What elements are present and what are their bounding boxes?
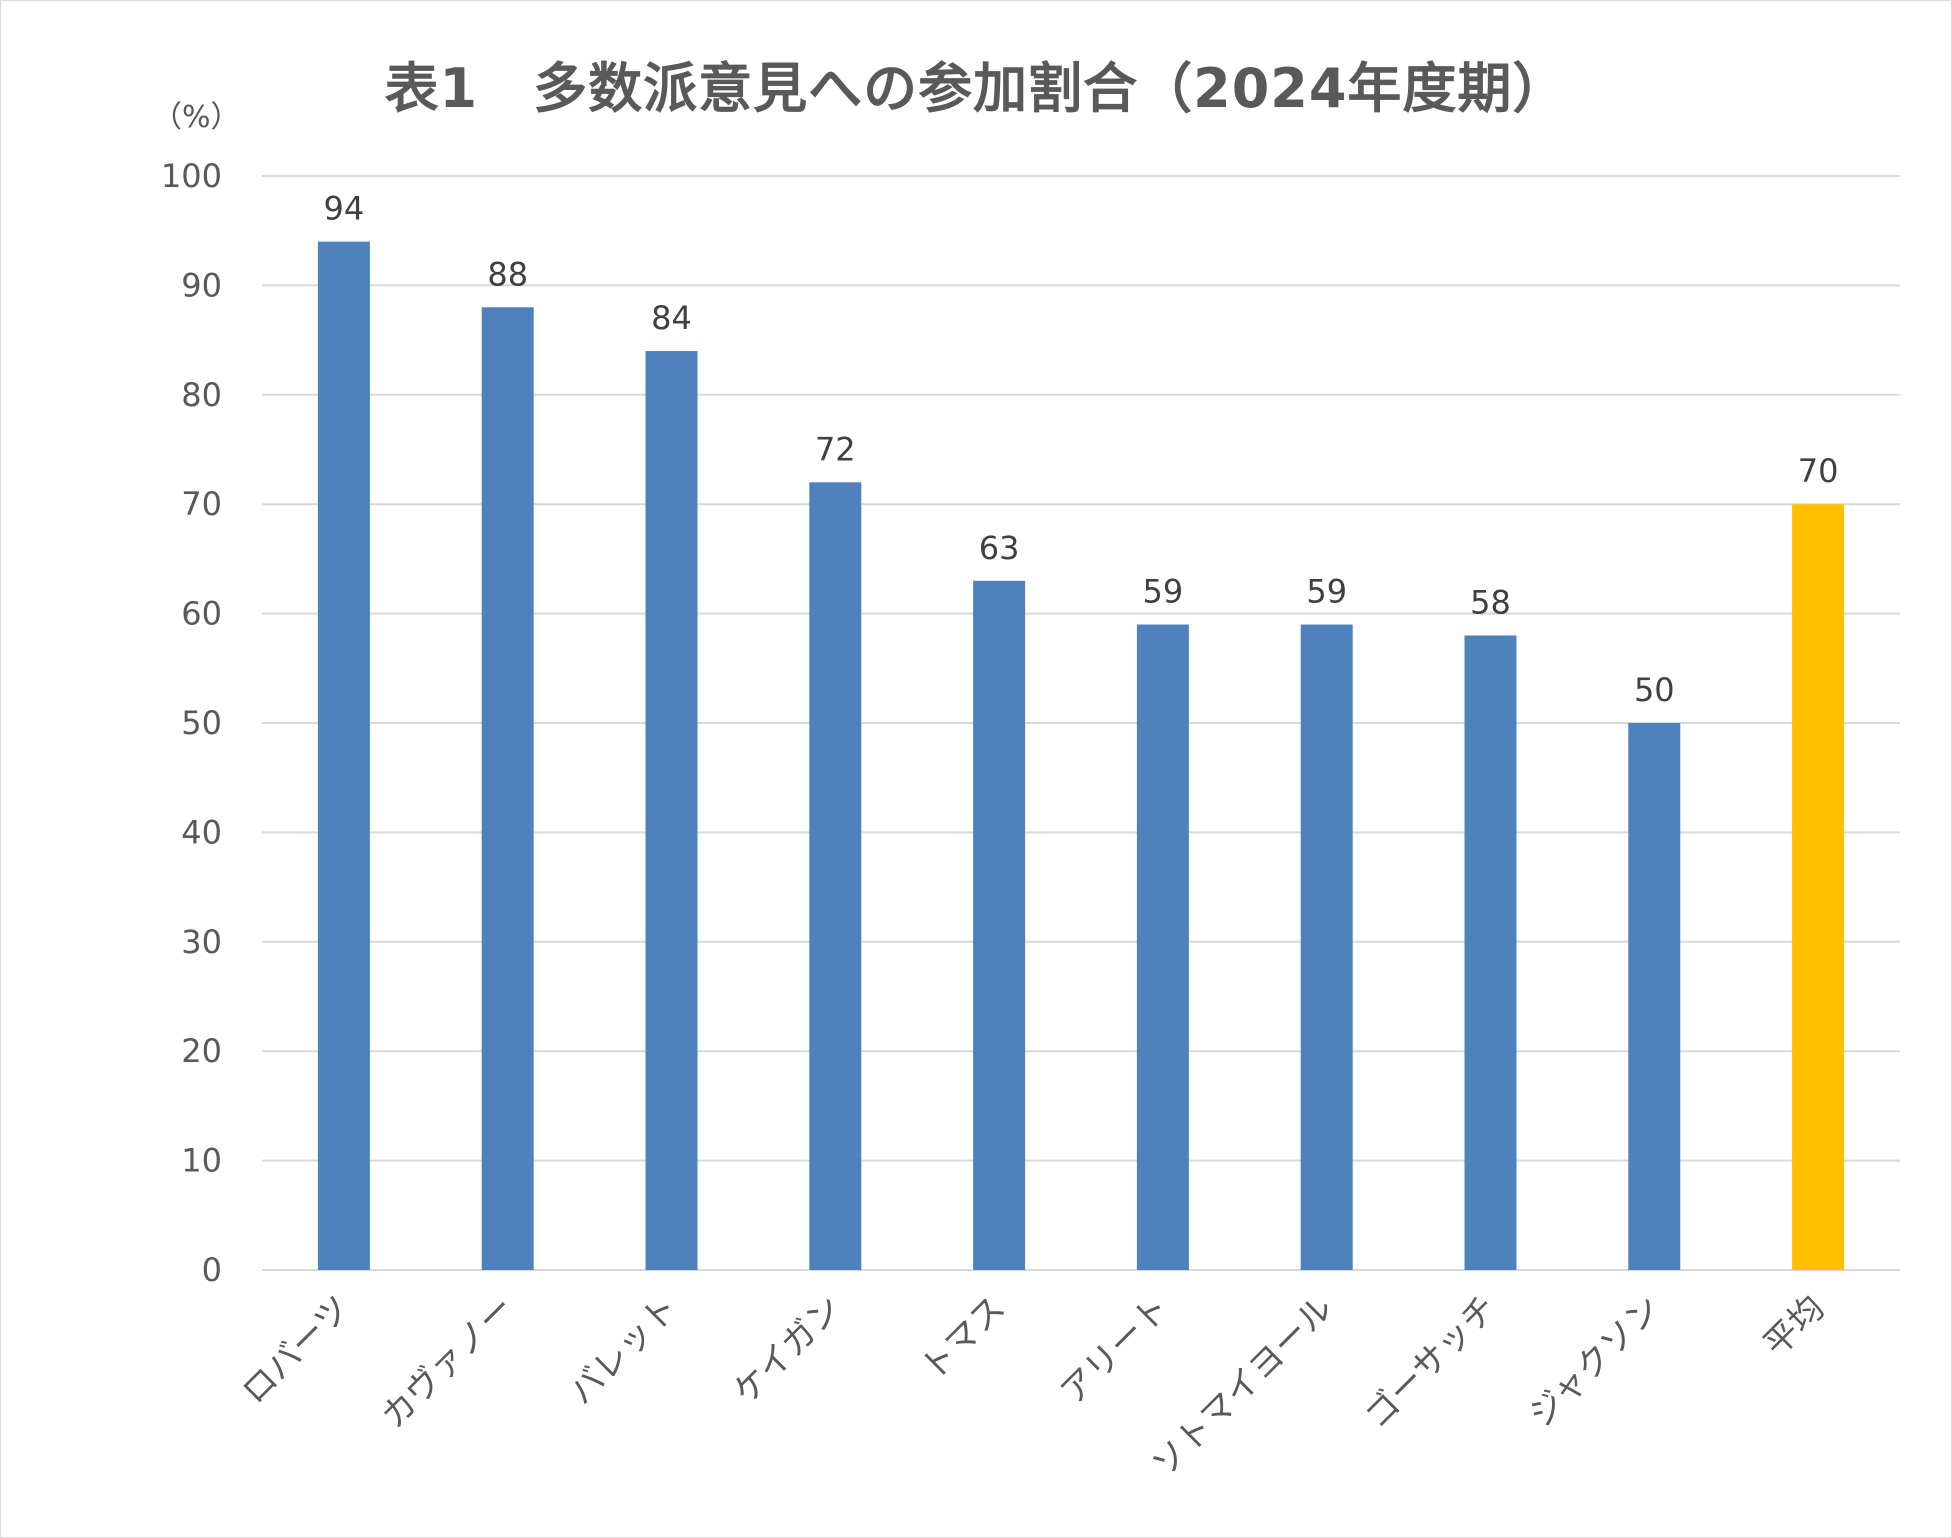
category-label: ロバーツ xyxy=(234,1288,358,1412)
y-tick-label: 10 xyxy=(181,1142,222,1180)
data-label: 59 xyxy=(1306,573,1347,611)
data-label: 58 xyxy=(1470,583,1511,621)
y-tick-label: 80 xyxy=(181,376,222,414)
bar xyxy=(1300,624,1353,1270)
data-label: 70 xyxy=(1798,452,1839,490)
y-tick-label: 40 xyxy=(181,813,222,851)
category-label: アリート xyxy=(1053,1288,1177,1412)
y-axis-unit-label: （%） xyxy=(152,100,241,135)
data-label: 63 xyxy=(979,529,1020,567)
y-tick-label: 70 xyxy=(181,485,222,523)
category-label: トマス xyxy=(913,1288,1013,1388)
data-label: 88 xyxy=(487,255,528,293)
bar xyxy=(1464,635,1517,1270)
data-label: 50 xyxy=(1634,671,1675,709)
y-tick-label: 0 xyxy=(202,1251,222,1289)
bar xyxy=(1792,504,1845,1270)
y-tick-label: 30 xyxy=(181,923,222,961)
data-label: 94 xyxy=(324,190,365,228)
y-tick-label: 50 xyxy=(181,704,222,742)
category-label: ケイガン xyxy=(726,1288,850,1412)
bar xyxy=(481,307,534,1270)
category-label: カヴァノー xyxy=(374,1288,522,1436)
category-label: ジャクソン xyxy=(1521,1288,1668,1435)
bar xyxy=(645,351,698,1270)
y-tick-label: 90 xyxy=(181,266,222,304)
bar xyxy=(973,580,1026,1270)
data-label: 84 xyxy=(651,299,692,337)
y-tick-label: 20 xyxy=(181,1032,222,1070)
bar xyxy=(809,482,862,1270)
chart-title: 表1 多数派意見への参加割合（2024年度期） xyxy=(384,57,1568,120)
bar xyxy=(1628,723,1681,1270)
category-label: ゴーサッチ xyxy=(1357,1288,1505,1436)
y-tick-label: 100 xyxy=(161,157,222,195)
category-label: 平均 xyxy=(1756,1288,1832,1364)
bar xyxy=(317,241,370,1270)
data-label: 72 xyxy=(815,430,856,468)
category-label: バレット xyxy=(561,1288,685,1412)
bar xyxy=(1136,624,1189,1270)
y-tick-label: 60 xyxy=(181,595,222,633)
data-label: 59 xyxy=(1143,573,1184,611)
